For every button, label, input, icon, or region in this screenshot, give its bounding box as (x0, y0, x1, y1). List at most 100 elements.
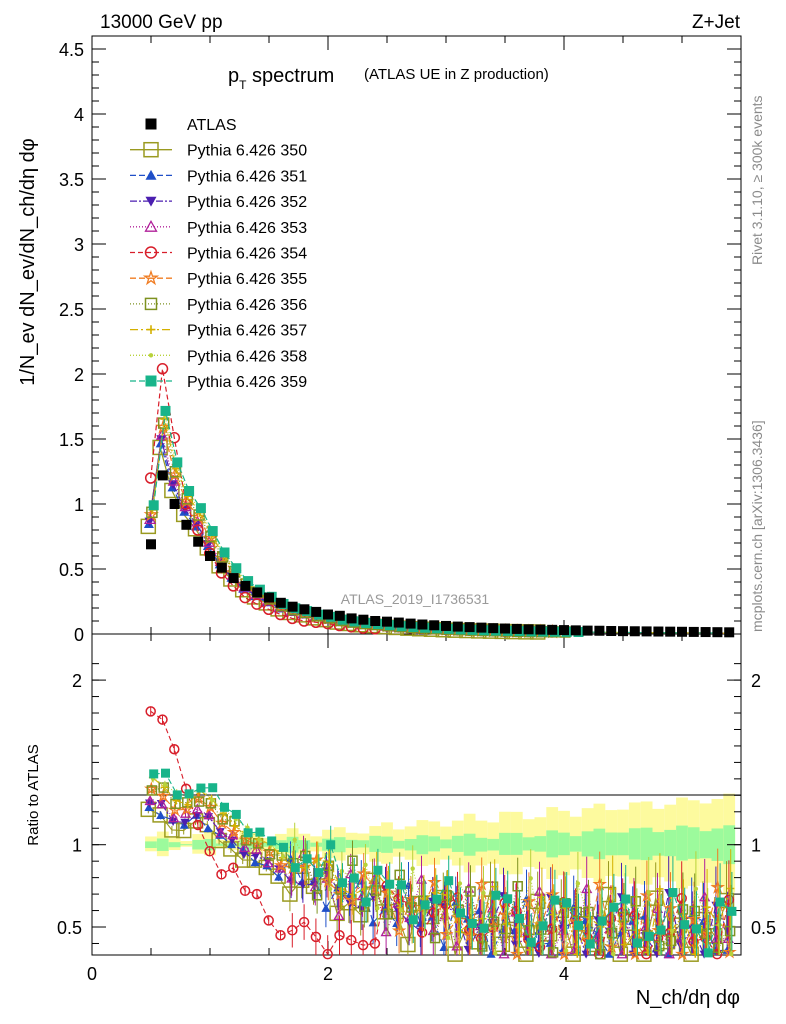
ratio-point (408, 915, 418, 925)
ratio-point (486, 949, 496, 958)
mcplots-label: mcplots.cern.ch [arXiv:1306.3436] (749, 420, 765, 632)
ratio-point (373, 865, 383, 875)
atlas-point (724, 627, 735, 638)
atlas-point (641, 626, 652, 637)
ratio-band-green (699, 831, 712, 859)
data-point (172, 457, 183, 468)
legend-marker (142, 269, 160, 286)
ratio-point (228, 862, 239, 874)
ratio-point (326, 840, 336, 850)
data-point (184, 486, 195, 496)
legend-label: ATLAS (187, 117, 237, 134)
atlas-point (240, 580, 251, 591)
ratio-point (441, 890, 453, 901)
ratio-tick-label: 1 (72, 836, 82, 856)
ratio-point (634, 920, 640, 926)
ratio-point (452, 892, 463, 903)
ratio-point (630, 896, 641, 907)
legend-marker (145, 118, 157, 130)
ratio-band-green (381, 836, 393, 853)
ratio-point (703, 948, 713, 958)
legend-marker (144, 219, 158, 232)
ratio-point (386, 889, 392, 895)
ratio-point (327, 886, 333, 892)
ratio-tick-label: 2 (72, 671, 82, 691)
ratio-point (204, 846, 215, 857)
legend-marker (148, 353, 154, 358)
ratio-point (333, 909, 345, 921)
ratio-point (251, 888, 263, 900)
ratio-point (168, 812, 180, 823)
ratio-point (191, 803, 203, 814)
ratio-point (455, 928, 463, 936)
ratio-point (145, 706, 156, 717)
ratio-point (444, 876, 454, 886)
ratio-point (670, 928, 675, 934)
ratio-band-green (192, 839, 205, 850)
atlas-point (594, 625, 605, 636)
ratio-band-green (510, 832, 523, 855)
ratio-point (157, 714, 168, 725)
ratio-point (512, 881, 523, 892)
ratio-point (457, 881, 463, 886)
atlas-point (688, 626, 699, 637)
legend-label: Pythia 6.426 357 (187, 323, 307, 340)
ratio-point (599, 909, 604, 914)
ratio-point (491, 883, 499, 891)
ratio-point (314, 868, 324, 878)
series-350 (140, 439, 727, 640)
legend-marker (143, 141, 159, 158)
ratio-point (184, 789, 194, 799)
ratio-point (406, 902, 417, 913)
data-point (192, 524, 204, 536)
ratio-point (146, 785, 158, 796)
ratio-point (604, 939, 619, 953)
ratio-point (391, 923, 407, 938)
legend-marker (144, 246, 158, 259)
ratio-point (429, 932, 441, 944)
ratio-point (534, 941, 546, 953)
ratio-point (550, 911, 558, 919)
ratio-point (573, 950, 581, 958)
ratio-band-green (463, 833, 476, 856)
ratio-point (633, 938, 642, 948)
ratio-point (209, 797, 215, 803)
ratio-axis-label: Ratio to ATLAS (25, 744, 42, 845)
ratio-point (273, 857, 289, 872)
ratio-tick-label: 0.5 (57, 918, 82, 938)
ratio-point (420, 900, 430, 910)
ratio-point (180, 818, 190, 827)
ratio-point (346, 934, 357, 946)
ratio-point (693, 886, 699, 892)
atlas-point (570, 625, 581, 636)
y-axis-label: 1/N_ev dN_ev/dN_ch/dη dφ (17, 138, 39, 386)
ratio-point (292, 837, 297, 843)
ratio-point (290, 863, 300, 873)
ratio-point (203, 823, 213, 833)
ratio-point (443, 891, 452, 899)
ratio-point (691, 950, 699, 958)
ratio-point (329, 905, 345, 922)
atlas-point (370, 616, 381, 626)
ratio-band-yellow (180, 841, 193, 847)
ratio-point (689, 905, 700, 917)
legend-marker (146, 325, 156, 334)
atlas-point (216, 562, 227, 573)
ratio-band-green (487, 838, 500, 851)
ratio-point (156, 810, 166, 820)
ratio-point (203, 809, 215, 820)
ratio-point (347, 855, 358, 866)
ratio-point (227, 839, 236, 849)
ratio-point (552, 919, 557, 924)
ratio-point (193, 796, 205, 807)
data-point (160, 405, 171, 416)
ratio-point (474, 876, 489, 891)
atlas-point (629, 626, 640, 637)
ratio-band-green (286, 836, 299, 853)
atlas-point (252, 587, 263, 598)
process-label: Z+Jet (692, 12, 741, 33)
chart-title: pT spectrum (228, 65, 334, 92)
ratio-point (255, 827, 265, 837)
ratio-point (250, 858, 260, 867)
legend-marker (145, 169, 157, 180)
